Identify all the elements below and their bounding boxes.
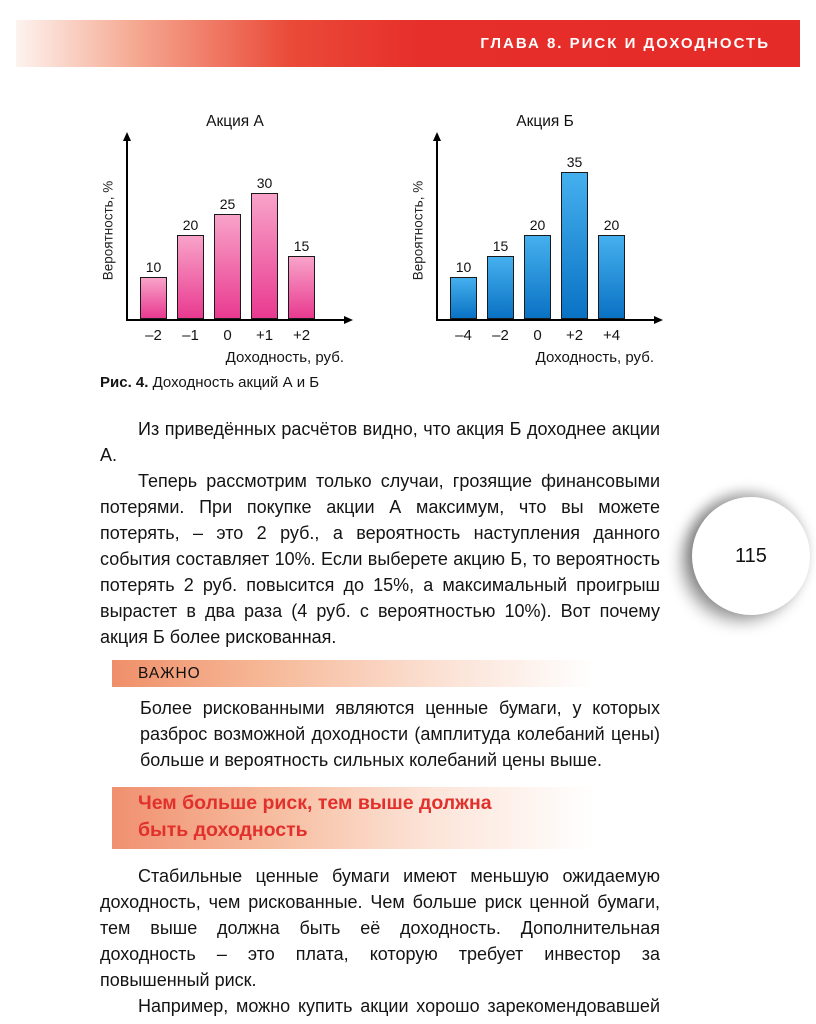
bar: [251, 193, 278, 319]
y-axis-label: Вероятность, %: [410, 180, 426, 281]
section-heading: Чем больше риск, тем выше должна быть до…: [112, 787, 661, 849]
chart-stock-b: Акция Б Вероятность, % 10 15 20 35 20 –4 –2 0 +2 +4…: [398, 111, 700, 367]
bar: [214, 214, 241, 319]
bars-group: 10 15 20 35 20: [450, 154, 625, 319]
figure-caption: Рис. 4. Доходность акций А и Б: [100, 373, 660, 392]
x-tick-label: +4: [602, 327, 621, 344]
plot-area: 10 20 25 30 15 –2 –1 0 +1 +2 Доходность, руб.: [123, 111, 390, 367]
important-box-text: Более рискованными являются ценные бумаг…: [140, 698, 660, 770]
paragraph: Из приведённых расчётов видно, что акция…: [100, 419, 660, 465]
x-axis: [436, 319, 654, 321]
x-tick-labels: –2 –1 0 +1 +2: [140, 327, 315, 344]
bar-column: 35: [561, 154, 588, 319]
bar-value-label: 10: [455, 259, 472, 275]
x-tick-label: –4: [455, 327, 472, 344]
bar-value-label: 15: [492, 238, 509, 254]
bar: [450, 277, 477, 319]
bar-value-label: 30: [256, 175, 273, 191]
x-tick-label: +2: [292, 327, 311, 344]
y-axis-arrow-icon: [123, 132, 131, 141]
bar-column: 15: [487, 238, 514, 319]
paragraph: Например, можно купить акции хорошо заре…: [100, 996, 660, 1024]
x-tick-label: +2: [565, 327, 584, 344]
bar-value-label: 25: [219, 196, 236, 212]
bar-column: 30: [251, 175, 278, 319]
bar: [598, 235, 625, 319]
paragraph: Теперь рассмотрим только случаи, грозящи…: [100, 471, 660, 647]
chart-stock-a: Акция А Вероятность, % 10 20 25 30 15 –2 –1 0 +1 +2…: [88, 111, 390, 367]
y-axis: [126, 141, 128, 321]
important-box: ВАЖНО Более рискованными являются ценные…: [100, 660, 661, 773]
x-tick-label: –2: [492, 327, 509, 344]
bar-value-label: 20: [603, 217, 620, 233]
y-axis-arrow-icon: [433, 132, 441, 141]
bar-value-label: 35: [566, 154, 583, 170]
chapter-header-bar: ГЛАВА 8. РИСК И ДОХОДНОСТЬ: [16, 20, 800, 67]
bar: [524, 235, 551, 319]
x-tick-label: 0: [533, 327, 542, 344]
bar-column: 15: [288, 238, 315, 319]
x-tick-label: 0: [223, 327, 232, 344]
page-body: Рис. 4. Доходность акций А и Б Из привед…: [100, 373, 661, 1024]
bar-column: 25: [214, 196, 241, 319]
bar-column: 20: [598, 217, 625, 319]
page-number: 115: [735, 544, 767, 567]
chapter-title: ГЛАВА 8. РИСК И ДОХОДНОСТЬ: [480, 35, 770, 52]
paragraph: Стабильные ценные бумаги имеют меньшую о…: [100, 866, 660, 990]
chart-title: Акция А: [206, 113, 264, 130]
x-tick-label: –1: [182, 327, 199, 344]
x-axis: [126, 319, 344, 321]
bar: [177, 235, 204, 319]
x-axis-arrow-icon: [654, 316, 663, 324]
x-axis-arrow-icon: [344, 316, 353, 324]
bar-value-label: 20: [529, 217, 546, 233]
figure-charts: Акция А Вероятность, % 10 20 25 30 15 –2 –1 0 +1 +2…: [88, 111, 700, 367]
x-axis-label: Доходность, руб.: [225, 349, 344, 366]
x-tick-labels: –4 –2 0 +2 +4: [450, 327, 625, 344]
x-tick-label: –2: [145, 327, 162, 344]
bar: [561, 172, 588, 319]
bar-value-label: 20: [182, 217, 199, 233]
bars-group: 10 20 25 30 15: [140, 175, 315, 319]
bar: [140, 277, 167, 319]
bar: [288, 256, 315, 319]
bar-column: 10: [140, 259, 167, 319]
bar-column: 10: [450, 259, 477, 319]
figure-caption-text: Доходность акций А и Б: [152, 374, 320, 391]
important-box-header: ВАЖНО: [112, 660, 661, 687]
figure-caption-label: Рис. 4.: [100, 374, 149, 391]
y-axis: [436, 141, 438, 321]
bar: [487, 256, 514, 319]
page-number-tab: 115: [692, 497, 810, 615]
x-axis-label: Доходность, руб.: [535, 349, 654, 366]
bar-value-label: 10: [145, 259, 162, 275]
y-axis-label: Вероятность, %: [100, 180, 116, 281]
x-tick-label: +1: [255, 327, 274, 344]
bar-column: 20: [524, 217, 551, 319]
plot-area: 10 15 20 35 20 –4 –2 0 +2 +4 Доходность, руб.: [433, 111, 700, 367]
bar-value-label: 15: [293, 238, 310, 254]
bar-column: 20: [177, 217, 204, 319]
chart-title: Акция Б: [516, 113, 574, 130]
